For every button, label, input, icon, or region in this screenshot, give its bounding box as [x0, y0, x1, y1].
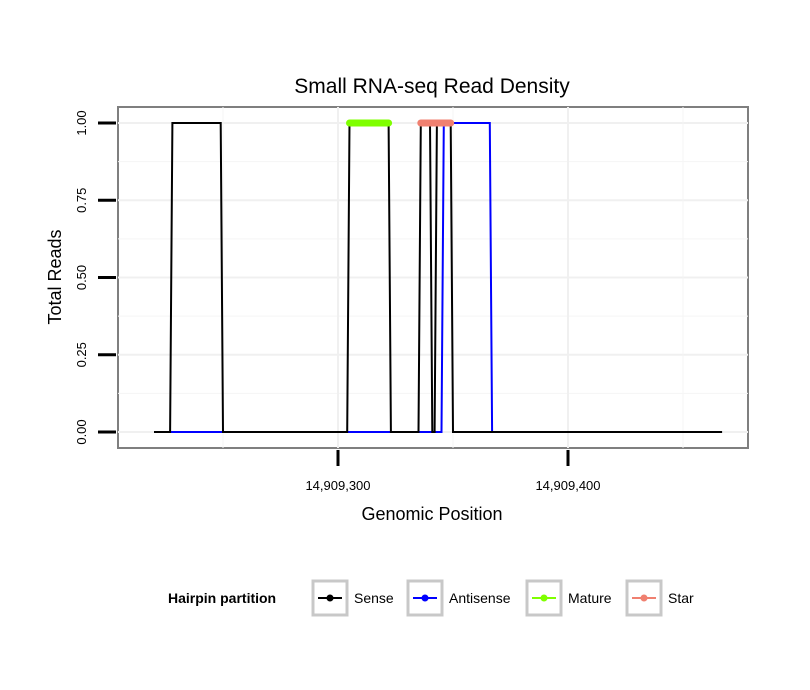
- legend-label-mature: Mature: [568, 590, 612, 606]
- legend-label-antisense: Antisense: [449, 590, 511, 606]
- legend-label-sense: Sense: [354, 590, 394, 606]
- legend-label-star: Star: [668, 590, 694, 606]
- y-axis: 0.00 0.25 0.50 0.75 1.00: [74, 110, 116, 445]
- series-layer: [154, 119, 723, 433]
- y-tick-label: 1.00: [74, 110, 89, 135]
- y-tick-label: 0.50: [74, 265, 89, 290]
- x-tick-label: 14,909,300: [305, 478, 370, 493]
- y-axis-title: Total Reads: [45, 229, 65, 324]
- chart-title: Small RNA-seq Read Density: [294, 75, 570, 98]
- x-tick-label: 14,909,400: [535, 478, 600, 493]
- y-tick-label: 0.00: [74, 419, 89, 444]
- legend-key-mature: [525, 579, 563, 617]
- y-tick-label: 0.75: [74, 188, 89, 213]
- x-axis: 14,909,300 14,909,400: [305, 450, 601, 493]
- legend-key-dot: [326, 594, 334, 602]
- legend-key-dot: [640, 594, 648, 602]
- legend-key-dot: [421, 594, 429, 602]
- legend-key-dot: [540, 594, 548, 602]
- x-axis-title: Genomic Position: [361, 504, 502, 524]
- legend: Hairpin partition Sense Antisense Mature Sta…: [168, 579, 694, 617]
- legend-title: Hairpin partition: [168, 590, 276, 606]
- y-tick-label: 0.25: [74, 342, 89, 367]
